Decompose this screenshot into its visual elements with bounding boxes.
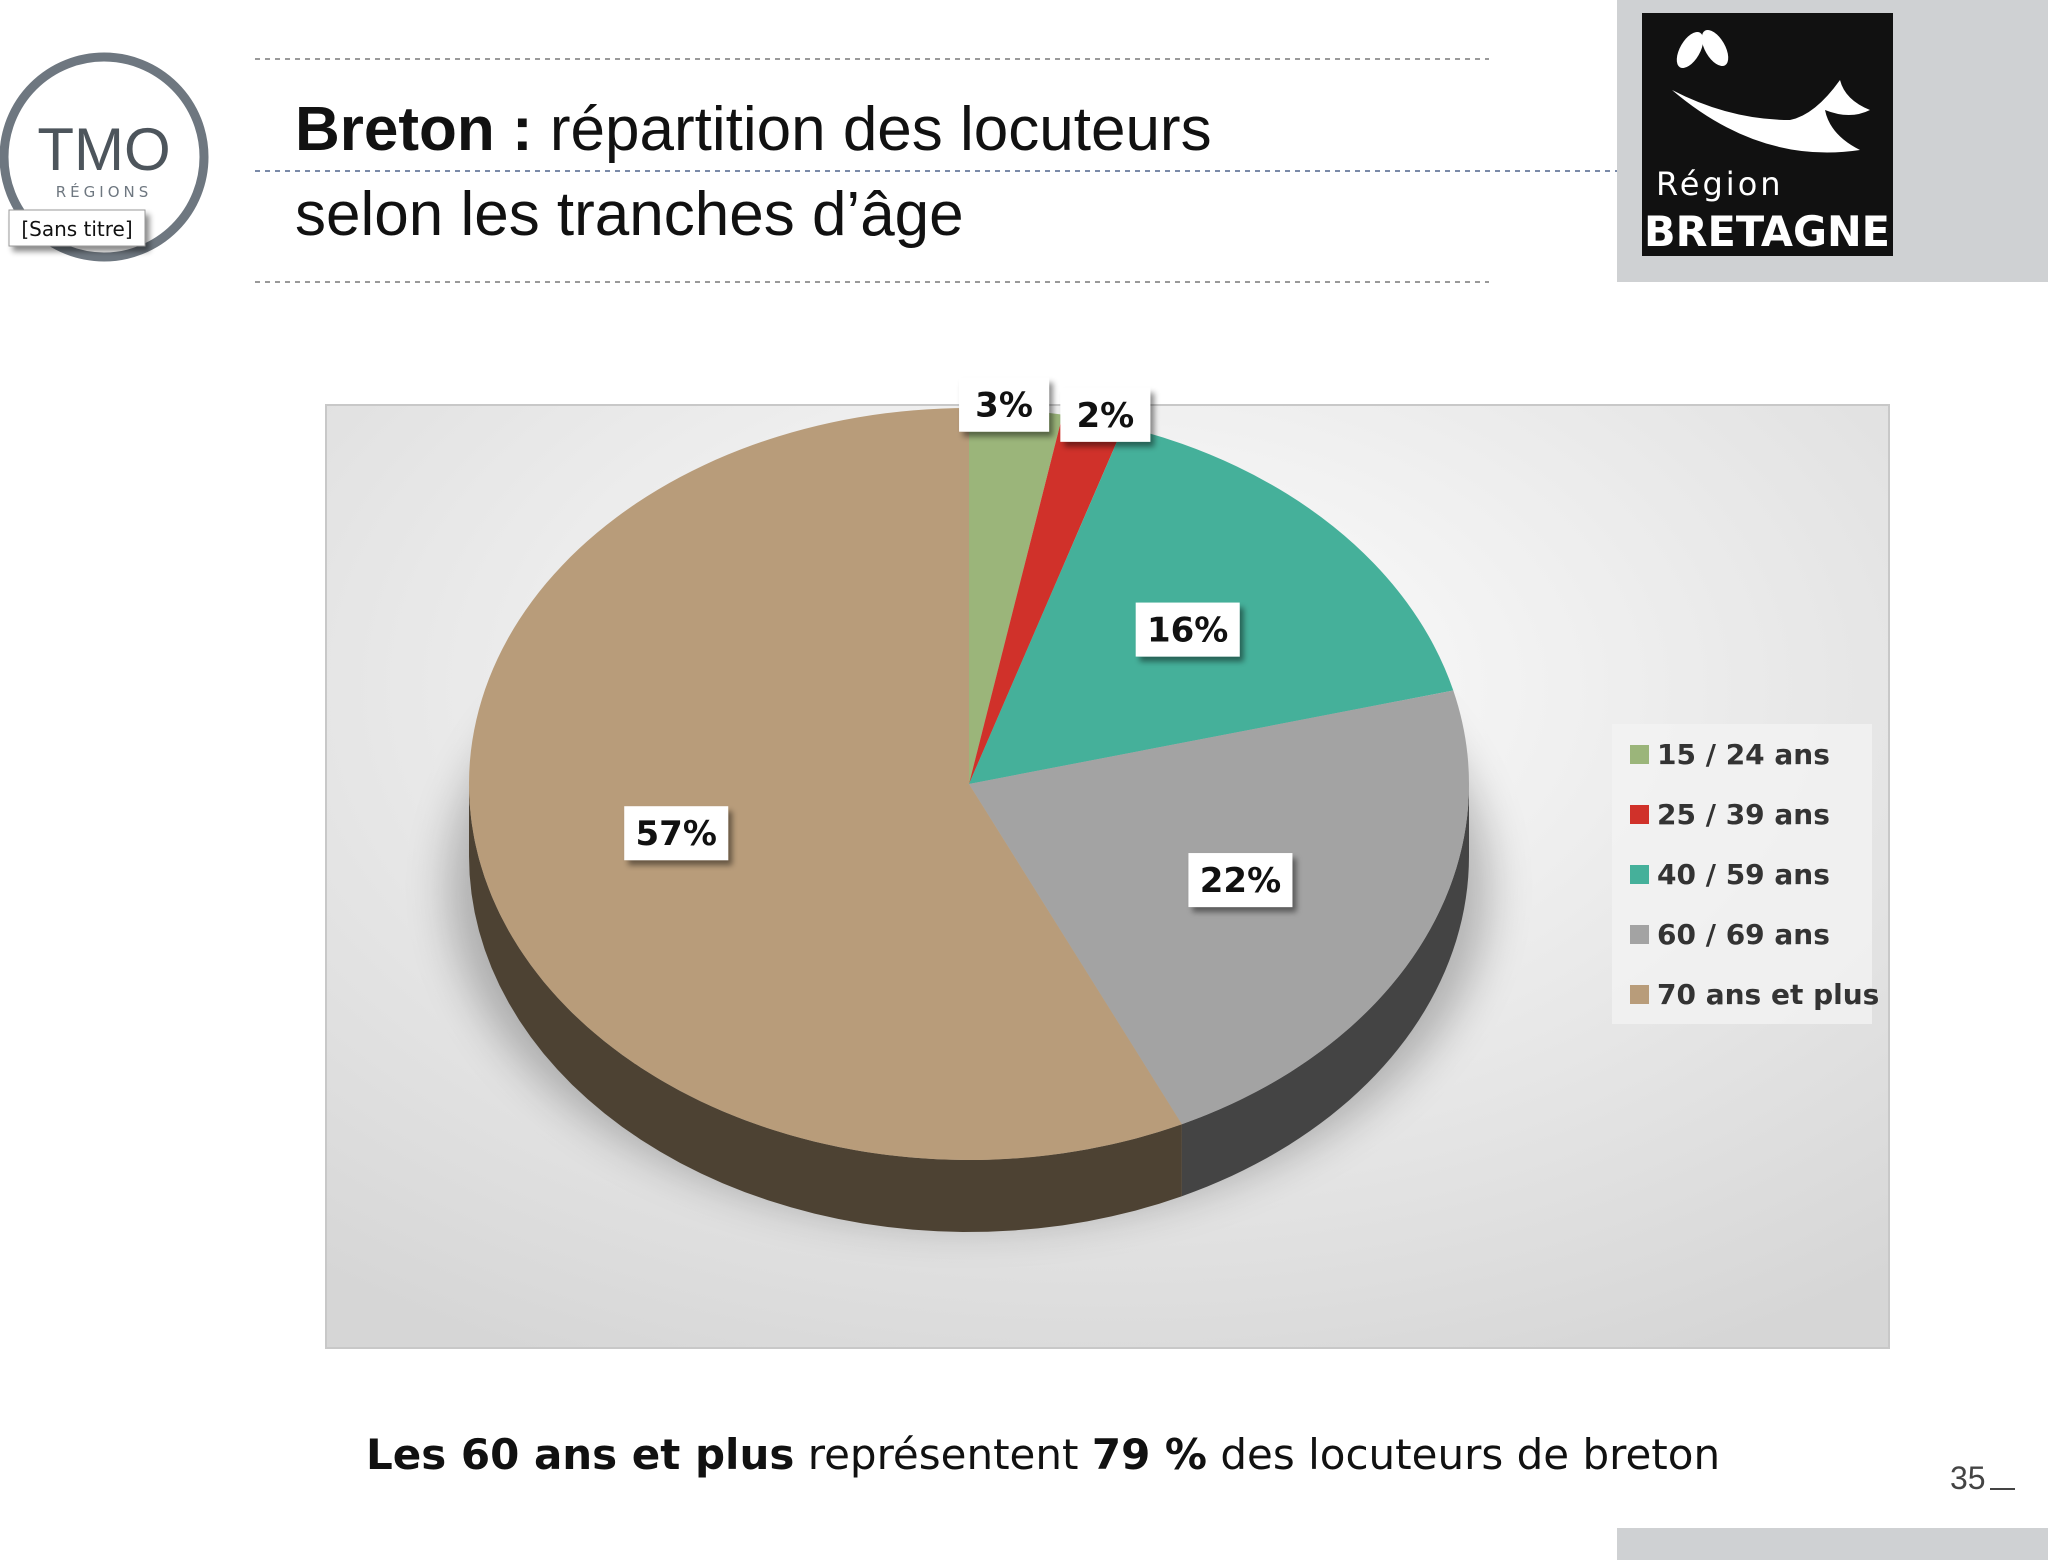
title-bold: Breton : — [295, 95, 533, 164]
pie-slice — [468, 408, 1182, 1161]
pie-slice — [969, 690, 1470, 1125]
logo-line2: BRETAGNE — [1644, 207, 1890, 256]
data-label: 22% — [1200, 861, 1281, 901]
tag-box — [8, 209, 146, 247]
pie-side — [469, 784, 1182, 1232]
label-box — [1135, 602, 1240, 657]
logo-line1: Région — [1656, 165, 1784, 203]
data-label: 2% — [1076, 396, 1134, 436]
logo-name: TMO — [37, 116, 170, 183]
tag: [Sans titre] — [21, 217, 132, 241]
legend: 15 / 24 ans 25 / 39 ans 40 / 59 ans 60 / 69… — [1612, 724, 1879, 1024]
label-box — [624, 806, 729, 861]
data-label: 16% — [1147, 611, 1228, 651]
slide-title-line2: selon les tranches d’âge — [295, 180, 964, 249]
pie-side — [1181, 784, 1469, 1197]
legend-box — [1612, 724, 1872, 1024]
data-label: 3% — [975, 386, 1033, 426]
footer-bold: Les 60 ans et plus — [366, 1430, 794, 1479]
tmo-logo — [0, 52, 209, 262]
legend-label: 25 / 39 ans — [1657, 798, 1830, 831]
label-box — [959, 377, 1050, 432]
label-box — [1188, 853, 1293, 908]
legend-label: 70 ans et plus — [1657, 978, 1879, 1011]
footer-bold: 79 % — [1092, 1430, 1207, 1479]
logo-bird — [1672, 80, 1870, 153]
legend-label: 15 / 24 ans — [1657, 738, 1830, 771]
page-number: 35 — [1950, 1460, 1986, 1496]
legend-label: 60 / 69 ans — [1657, 918, 1830, 951]
footer: Les 60 ans et plus représentent 79 % des… — [366, 1430, 1720, 1479]
pie: 3% 2% 16% 22% 57% — [449, 377, 1489, 1232]
slide-title: Breton : répartition des locuteurs — [295, 95, 1212, 164]
title-text: répartition des locuteurs — [550, 95, 1212, 164]
logo-leaf — [1701, 29, 1729, 67]
legend-swatch — [1630, 925, 1649, 944]
legend-swatch — [1630, 805, 1649, 824]
footer-text: représentent — [808, 1430, 1079, 1479]
legend-swatch — [1630, 985, 1649, 1004]
logo-leaf — [1676, 31, 1704, 69]
label-box — [1060, 387, 1151, 442]
legend-label: 40 / 59 ans — [1657, 858, 1830, 891]
logo-sub: RÉGIONS — [56, 182, 153, 201]
legend-swatch — [1630, 745, 1649, 764]
pie-slice — [969, 408, 1063, 784]
data-label: 57% — [636, 814, 717, 854]
footer-panel — [1617, 1528, 2048, 1560]
legend-swatch — [1630, 865, 1649, 884]
footer-text: des locuteurs de breton — [1220, 1430, 1720, 1479]
pie-slice — [969, 414, 1124, 784]
